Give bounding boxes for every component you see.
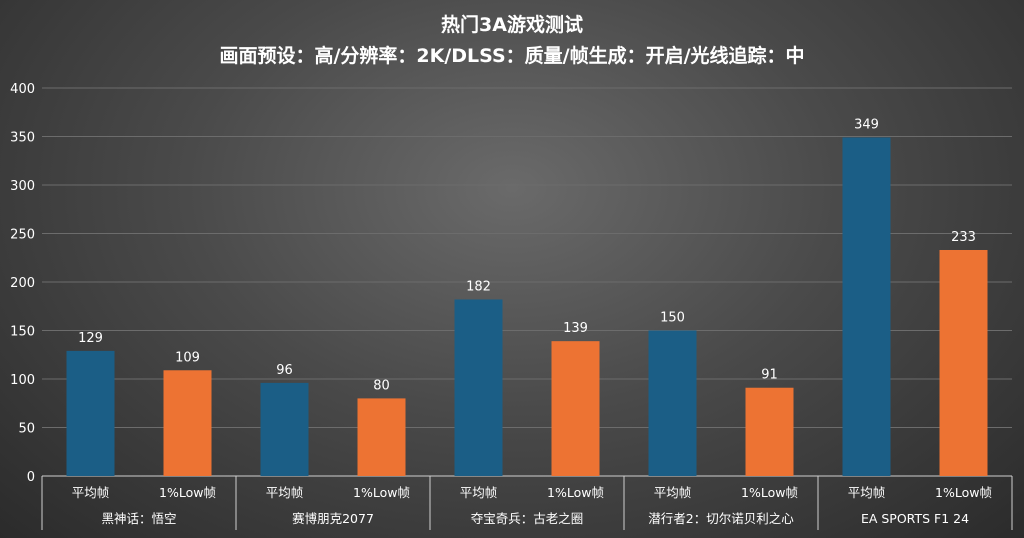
metric-tick-label: 1%Low帧 [159, 485, 216, 500]
group-tick-label: 赛博朋克2077 [292, 511, 374, 526]
group-tick-label: 潜行者2：切尔诺贝利之心 [648, 511, 794, 526]
y-tick-label: 250 [10, 228, 35, 243]
y-tick-label: 50 [18, 422, 35, 437]
data-label: 150 [660, 311, 685, 326]
bar [842, 137, 891, 476]
bar [66, 350, 115, 476]
y-tick-label: 200 [10, 276, 35, 291]
data-label: 182 [466, 279, 491, 294]
metric-tick-label: 1%Low帧 [935, 485, 992, 500]
data-label: 139 [563, 321, 588, 336]
bar [163, 370, 212, 476]
bar [939, 249, 988, 476]
metric-tick-label: 平均帧 [72, 485, 110, 500]
data-label: 91 [761, 368, 778, 383]
chart-title: 热门3A游戏测试 [441, 14, 583, 36]
group-tick-label: 夺宝奇兵：古老之圈 [471, 511, 584, 526]
data-label: 129 [78, 331, 103, 346]
bar [551, 341, 600, 476]
metric-tick-label: 平均帧 [654, 485, 692, 500]
y-tick-label: 100 [10, 373, 35, 388]
metric-tick-label: 1%Low帧 [353, 485, 410, 500]
y-tick-label: 400 [10, 82, 35, 97]
metric-tick-label: 1%Low帧 [741, 485, 798, 500]
data-label: 109 [175, 350, 200, 365]
metric-tick-label: 平均帧 [266, 485, 304, 500]
y-tick-label: 350 [10, 131, 35, 146]
metric-tick-label: 平均帧 [848, 485, 886, 500]
metric-tick-label: 1%Low帧 [547, 485, 604, 500]
data-label: 80 [373, 378, 390, 393]
y-tick-label: 150 [10, 325, 35, 340]
y-tick-label: 300 [10, 179, 35, 194]
data-label: 233 [951, 230, 976, 245]
y-tick-label: 0 [27, 470, 35, 485]
bar [260, 382, 309, 476]
bar [454, 299, 503, 476]
chart-subtitle: 画面预设：高/分辨率：2K/DLSS：质量/帧生成：开启/光线追踪：中 [219, 45, 805, 67]
data-label: 96 [276, 363, 293, 378]
bar [745, 387, 794, 476]
metric-tick-label: 平均帧 [460, 485, 498, 500]
data-label: 349 [854, 117, 879, 132]
group-tick-label: 黑神话：悟空 [101, 511, 176, 526]
bar [357, 398, 406, 476]
bar [648, 330, 697, 476]
group-tick-label: EA SPORTS F1 24 [861, 511, 969, 526]
